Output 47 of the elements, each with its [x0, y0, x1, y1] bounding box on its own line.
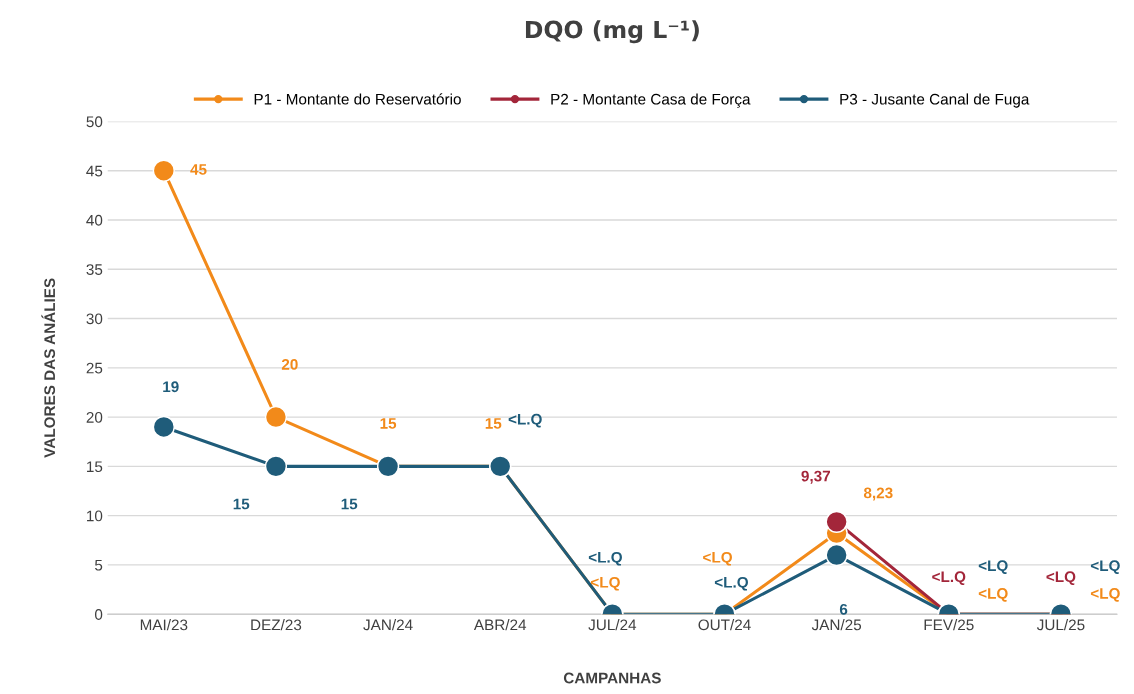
data-label: <LQ — [1090, 560, 1120, 574]
y-tick-label: 40 — [86, 214, 103, 226]
data-label: 9,37 — [801, 470, 830, 484]
y-tick-label: 25 — [86, 362, 103, 374]
data-label: <LQ — [1046, 571, 1076, 586]
data-label: 15 — [341, 498, 358, 510]
data-label: <LQ — [590, 576, 620, 591]
x-tick-label: JUL/24 — [588, 619, 637, 631]
y-tick-label: 45 — [86, 165, 103, 177]
data-label: <LQ — [703, 551, 732, 566]
data-label: 15 — [233, 498, 250, 510]
data-label: <LQ — [978, 588, 1008, 602]
data-label: <L.Q — [588, 551, 622, 566]
x-tick-label: OUT/24 — [698, 619, 751, 631]
x-tick-label: ABR/24 — [473, 619, 527, 631]
legend-label: P3 - Jusante Canal de Fuga — [840, 93, 1030, 108]
data-label: 19 — [163, 381, 179, 393]
x-tick-label: JUL/25 — [1036, 619, 1085, 631]
data-label: <L.Q — [932, 571, 966, 586]
data-label: 6 — [839, 603, 848, 615]
x-tick-label: FEV/25 — [924, 619, 974, 631]
data-label: <LQ — [978, 560, 1008, 574]
x-tick-label: DEZ/23 — [251, 619, 302, 631]
data-label: 8,23 — [863, 487, 893, 501]
x-tick-label: JAN/24 — [363, 619, 413, 631]
y-axis-title: VALORES DAS ANÁLIES — [41, 278, 56, 458]
y-tick-label: 15 — [87, 461, 103, 473]
y-tick-label: 10 — [87, 510, 103, 522]
data-label: 15 — [485, 418, 502, 429]
y-tick-label: 35 — [86, 264, 103, 275]
x-tick-label: MAI/23 — [140, 619, 188, 631]
y-tick-label: 50 — [86, 116, 103, 128]
data-label: 45 — [190, 164, 207, 175]
y-tick-label: 5 — [94, 559, 103, 571]
y-tick-label: 30 — [86, 313, 103, 325]
legend-label: P1 - Montante do Reservatório — [254, 93, 461, 105]
legend-label: P2 - Montante Casa de Força — [551, 93, 751, 108]
chart-title: DQO (mg L⁻¹) — [525, 20, 699, 44]
data-label: <LQ — [1090, 588, 1120, 602]
x-axis-title: CAMPANHAS — [563, 672, 661, 684]
data-label: 15 — [380, 418, 397, 429]
data-label: 20 — [281, 358, 298, 370]
x-tick-label: JAN/25 — [811, 619, 862, 631]
y-tick-label: 20 — [86, 411, 103, 423]
data-label: <L.Q — [508, 413, 542, 428]
data-label: <L.Q — [714, 576, 748, 591]
y-tick-label: 0 — [94, 609, 103, 620]
